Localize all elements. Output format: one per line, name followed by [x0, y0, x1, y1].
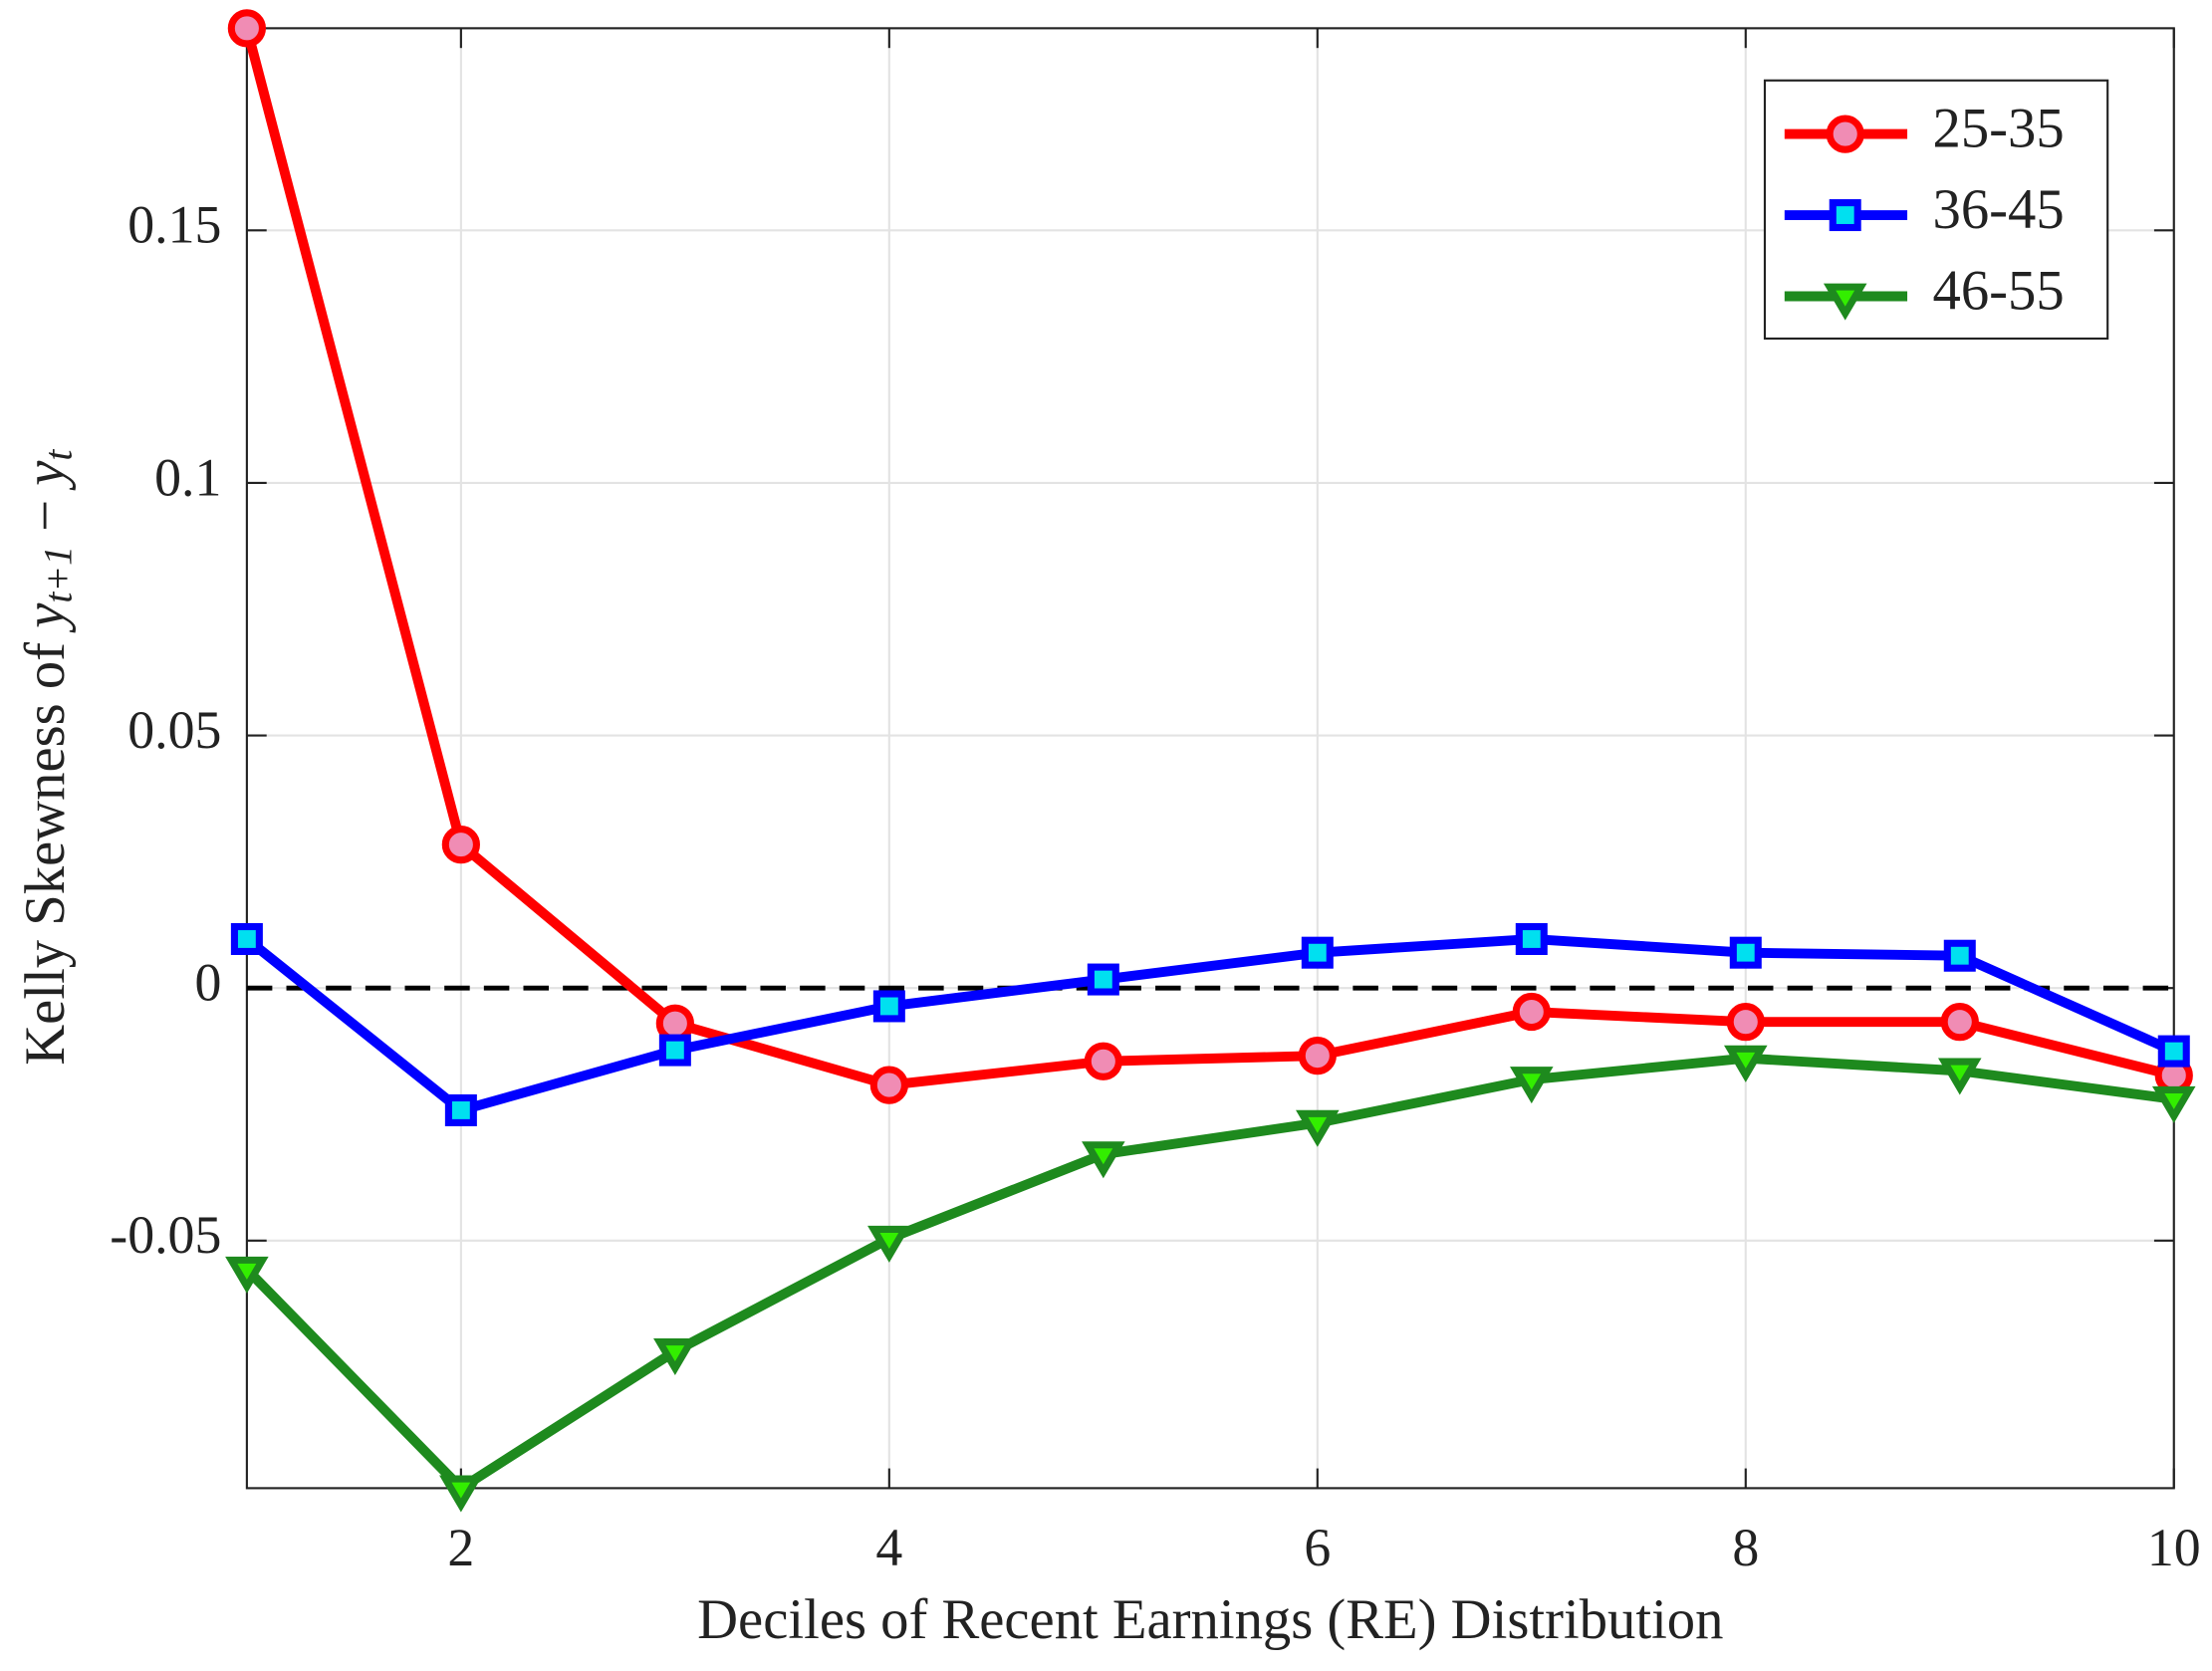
legend-label: 25-35 — [1933, 99, 2065, 160]
marker — [1823, 283, 1867, 321]
marker — [658, 1034, 691, 1067]
marker — [872, 990, 905, 1023]
marker — [1301, 936, 1334, 969]
marker — [1943, 939, 1976, 972]
marker — [1829, 199, 1861, 232]
y-label-text: Kelly Skewness of — [15, 628, 77, 1066]
marker — [1726, 1003, 1765, 1042]
marker — [1937, 1058, 1982, 1095]
y-tick-label: 0.05 — [127, 700, 221, 760]
x-tick-label: 8 — [1732, 1518, 1759, 1577]
marker — [1826, 115, 1864, 153]
marker — [1296, 1109, 1340, 1147]
marker — [441, 826, 480, 864]
legend-label: 46-55 — [1933, 260, 2065, 322]
marker — [1729, 936, 1762, 969]
marker — [1087, 963, 1119, 996]
series-line — [243, 934, 2176, 1115]
series-line — [243, 1053, 2175, 1494]
x-tick-label: 4 — [875, 1518, 902, 1577]
y-axis-label: Kelly Skewness of yt+1 − yt — [15, 449, 80, 1066]
y-label-var: y — [15, 602, 77, 633]
marker — [867, 1225, 911, 1263]
marker — [230, 922, 263, 955]
marker — [444, 1093, 477, 1126]
marker — [1515, 922, 1548, 955]
marker — [1724, 1045, 1768, 1082]
y-tick-label: 0 — [194, 953, 221, 1013]
marker — [2151, 1085, 2196, 1123]
plot-frame — [245, 27, 2175, 1490]
x-tick-label: 2 — [447, 1518, 474, 1577]
marker — [2157, 1035, 2190, 1068]
marker — [869, 1066, 908, 1104]
y-tick-label: 0.15 — [127, 195, 221, 255]
y-tick-label: -0.05 — [110, 1205, 221, 1265]
marker — [1940, 1003, 1979, 1042]
marker — [1084, 1042, 1122, 1080]
series-line — [242, 27, 2175, 1090]
y-tick-label: 0.1 — [154, 447, 221, 507]
x-axis-label: Deciles of Recent Earnings (RE) Distribu… — [697, 1589, 1723, 1651]
y-label-var: y — [15, 460, 77, 491]
marker — [225, 1256, 269, 1294]
legend-label: 36-45 — [1933, 179, 2065, 241]
marker — [1512, 992, 1551, 1032]
x-tick-label: 10 — [2147, 1518, 2201, 1577]
marker — [1510, 1067, 1554, 1104]
y-label-op: − — [15, 486, 77, 546]
x-tick-label: 6 — [1304, 1518, 1331, 1577]
marker — [1082, 1141, 1125, 1179]
marker — [439, 1475, 483, 1513]
marker — [653, 1338, 697, 1376]
y-label-sub: t — [36, 449, 80, 461]
marker — [1298, 1037, 1337, 1075]
marker — [227, 9, 267, 48]
y-label-sub: t+1 — [36, 546, 80, 603]
